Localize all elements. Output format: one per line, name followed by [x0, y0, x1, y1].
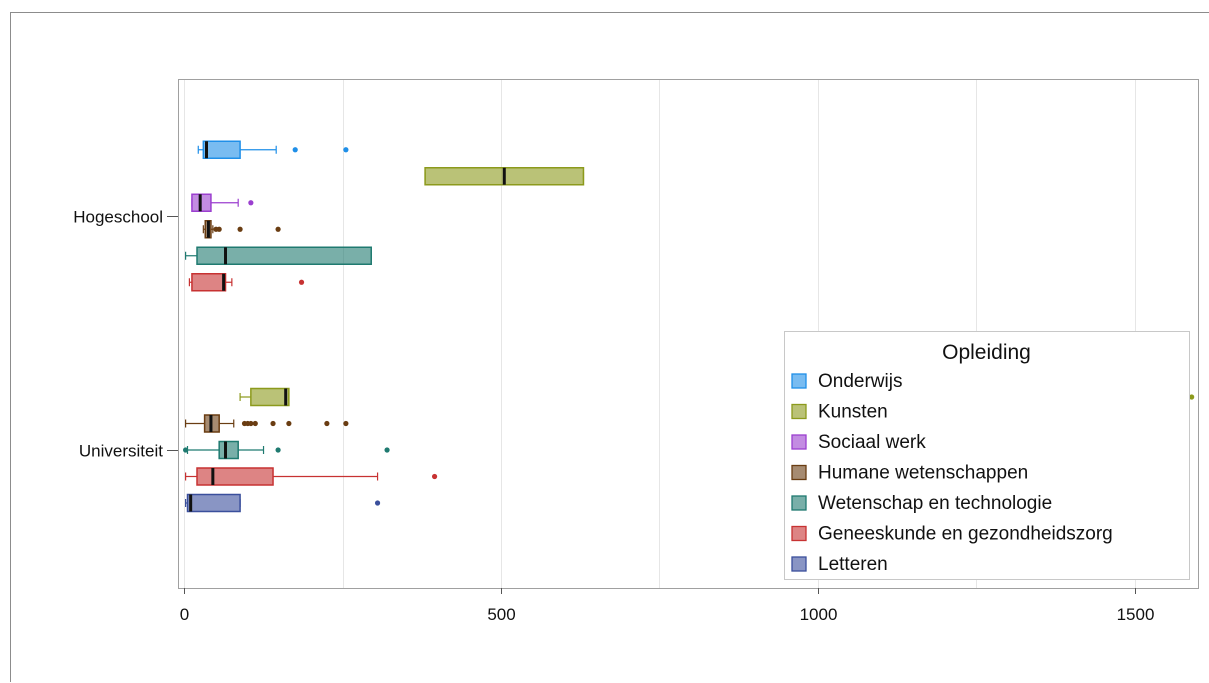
outlier-humane-wetenschappen-universiteit-6 [324, 420, 330, 427]
outlier-wetenschap-en-technologie-universiteit-0 [183, 447, 189, 453]
x-tick-label-1500: 1500 [1117, 605, 1155, 624]
outlier-letteren-universiteit-0 [374, 500, 381, 506]
x-tick-label-500: 500 [487, 605, 515, 624]
box-humane-wetenschappen-universiteit [185, 414, 349, 433]
legend-swatch-humane-wetenschappen [791, 464, 807, 481]
box-wetenschap-en-technologie-hogeschool [185, 246, 372, 265]
legend-entry-geneeskunde-en-gezondheidszorg: Geneeskunde en gezondheidszorg [818, 524, 1113, 545]
plot-area-border [178, 79, 1199, 589]
legend: Opleiding Onderwijs Kunsten Sociaal werk Hum… [784, 331, 1190, 580]
outlier-humane-wetenschappen-hogeschool-1 [216, 226, 222, 232]
box-onderwijs-hogeschool [197, 140, 349, 159]
legend-swatch-letteren [791, 556, 807, 572]
legend-title: Opleiding [942, 341, 1031, 364]
box-humane-wetenschappen-hogeschool [202, 220, 281, 239]
legend-swatch-sociaal-werk [791, 434, 807, 450]
outlier-humane-wetenschappen-universiteit-3 [252, 420, 258, 427]
box-geneeskunde-en-gezondheidszorg-universiteit [185, 467, 438, 486]
box-kunsten-hogeschool [424, 167, 585, 186]
legend-entry-humane-wetenschappen: Humane wetenschappen [818, 463, 1028, 484]
box-layer [183, 140, 1195, 513]
x-tick-label-1000: 1000 [800, 605, 838, 624]
box-body-wetenschap-en-technologie-universiteit [218, 440, 239, 460]
outlier-sociaal-werk-hogeschool-0 [248, 200, 254, 206]
y-tick-label-universiteit: Universiteit [79, 442, 163, 461]
x-tick-label-0: 0 [180, 605, 189, 624]
outlier-geneeskunde-en-gezondheidszorg-hogeschool-0 [298, 279, 305, 285]
box-sociaal-werk-hogeschool [191, 193, 254, 212]
box-body-wetenschap-en-technologie-hogeschool [196, 246, 372, 265]
legend-entry-wetenschap-en-technologie: Wetenschap en technologie [818, 493, 1052, 514]
box-letteren-universiteit [185, 493, 381, 513]
outlier-humane-wetenschappen-universiteit-2 [248, 420, 254, 427]
box-geneeskunde-en-gezondheidszorg-hogeschool [188, 273, 305, 292]
outlier-onderwijs-hogeschool-0 [292, 147, 298, 153]
outlier-wetenschap-en-technologie-universiteit-2 [384, 447, 390, 453]
boxplot-chart: 0 500 1000 1500 Hogeschool Universiteit Oplei… [73, 79, 1199, 625]
legend-swatch-wetenschap-en-technologie [791, 495, 807, 511]
outlier-onderwijs-hogeschool-1 [343, 147, 349, 153]
legend-entry-letteren: Letteren [818, 554, 888, 575]
axis-layer: 0 500 1000 1500 Hogeschool Universiteit [73, 208, 1154, 625]
box-body-kunsten-universiteit [250, 387, 290, 407]
legend-entry-kunsten: Kunsten [818, 402, 888, 423]
legend-entry-sociaal-werk: Sociaal werk [818, 432, 926, 453]
legend-swatch-onderwijs [791, 373, 807, 389]
box-body-geneeskunde-en-gezondheidszorg-universiteit [196, 467, 274, 486]
outlier-humane-wetenschappen-hogeschool-3 [275, 226, 281, 232]
legend-entry-onderwijs: Onderwijs [818, 371, 902, 392]
box-body-geneeskunde-en-gezondheidszorg-hogeschool [191, 273, 227, 292]
legend-swatch-geneeskunde-en-gezondheidszorg [791, 525, 807, 542]
box-body-onderwijs-hogeschool [202, 140, 241, 159]
outlier-wetenschap-en-technologie-universiteit-1 [275, 447, 281, 453]
y-tick-label-hogeschool: Hogeschool [73, 208, 163, 227]
outlier-humane-wetenschappen-universiteit-4 [270, 420, 276, 427]
box-wetenschap-en-technologie-universiteit [183, 440, 390, 460]
chart-frame: 0 500 1000 1500 Hogeschool Universiteit Oplei… [10, 12, 1209, 682]
outlier-humane-wetenschappen-hogeschool-2 [237, 226, 243, 232]
outlier-humane-wetenschappen-universiteit-7 [343, 420, 349, 427]
box-body-letteren-universiteit [186, 493, 241, 513]
legend-swatch-kunsten [791, 403, 807, 420]
outlier-geneeskunde-en-gezondheidszorg-universiteit-0 [431, 473, 438, 480]
outlier-humane-wetenschappen-universiteit-5 [286, 420, 292, 427]
legend-box [784, 331, 1190, 580]
outlier-kunsten-universiteit-1 [1189, 394, 1195, 400]
